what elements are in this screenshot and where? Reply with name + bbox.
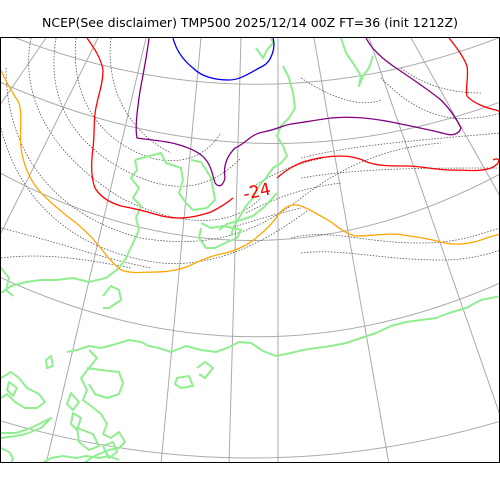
isotherm-orange <box>1 69 499 274</box>
coastline <box>1 447 14 462</box>
coastline <box>6 381 18 397</box>
coastline <box>218 192 278 231</box>
coastline <box>42 455 120 462</box>
meridian-line <box>368 38 499 414</box>
isotherm <box>1 227 152 269</box>
coastline <box>134 152 216 211</box>
isotherm <box>109 38 172 154</box>
latitude-line <box>14 38 499 85</box>
coastline <box>70 412 82 431</box>
meridian-line <box>1 38 47 105</box>
isotherm <box>300 250 499 261</box>
chart-title: NCEP(See disclaimer) TMP500 2025/12/14 0… <box>41 15 458 30</box>
isotherm-red <box>448 38 499 112</box>
isotherm-red <box>86 38 234 219</box>
coastline <box>102 285 122 309</box>
coastline <box>1 371 46 409</box>
latitude-line <box>1 420 499 459</box>
coastline <box>230 65 296 237</box>
isotherm <box>1 127 312 264</box>
coastline <box>66 392 80 411</box>
coastline <box>102 441 118 459</box>
map-panel: -24 <box>0 37 500 463</box>
isotherm <box>53 38 242 187</box>
isotherm <box>300 77 382 104</box>
coastline <box>198 222 242 249</box>
isotherm <box>380 77 499 119</box>
coastline <box>1 417 52 439</box>
isotherm <box>230 207 302 229</box>
coastline <box>66 295 499 357</box>
isotherm <box>74 38 222 162</box>
coastline <box>174 375 194 389</box>
isotherm <box>5 67 442 242</box>
coastline <box>1 267 14 297</box>
isotherm <box>300 132 499 159</box>
coastline <box>255 38 274 59</box>
meridian-line <box>45 38 147 462</box>
coastline <box>80 349 126 462</box>
isotherm <box>28 38 262 221</box>
map-canvas: -24 <box>1 38 499 462</box>
coastline <box>76 427 100 451</box>
colored-isotherms <box>1 38 499 274</box>
coastline <box>86 367 124 399</box>
meridian-line <box>228 38 242 462</box>
isotherm <box>400 67 482 94</box>
coastlines <box>1 38 499 462</box>
isotherm-red <box>276 155 499 179</box>
isotherm-blue <box>172 38 275 81</box>
latitude-line <box>1 277 499 338</box>
meridian-line <box>160 38 202 462</box>
isotherm-label: -24 <box>241 179 272 204</box>
dotted-isotherms <box>1 38 499 269</box>
coastline <box>45 355 54 369</box>
isotherm-purple <box>135 38 462 187</box>
coastline <box>340 38 374 87</box>
coastline <box>196 361 214 379</box>
isotherm <box>1 255 132 269</box>
meridian-line <box>1 38 99 235</box>
meridian-line <box>313 38 390 462</box>
isotherm <box>245 182 342 214</box>
coastline <box>1 159 142 294</box>
isotherm <box>300 167 499 179</box>
latitude-line <box>1 172 499 241</box>
